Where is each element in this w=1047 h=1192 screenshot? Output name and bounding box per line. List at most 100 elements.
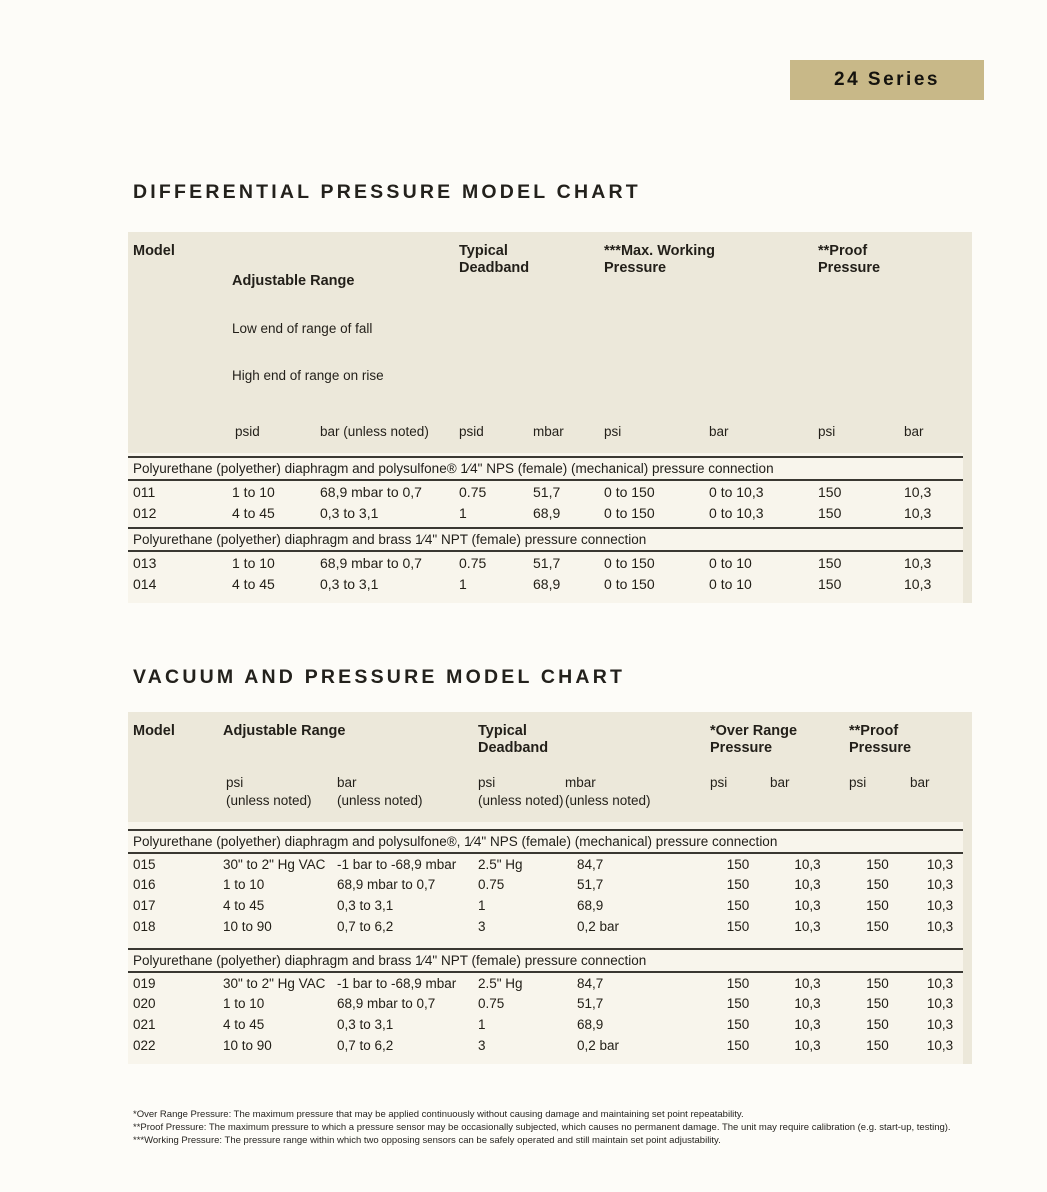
col-header-adjustable-range: Adjustable Range Low end of range of fal… — [232, 273, 384, 383]
unit-label: bar (unless noted) — [337, 775, 423, 808]
col-header-max-working-pressure: ***Max. Working Pressure — [604, 243, 715, 276]
unit-label: psi (unless noted) — [478, 775, 564, 808]
vacuum-pressure-table: Model Adjustable Range Typical Deadband … — [128, 712, 973, 1064]
col-header-adjustable-range: Adjustable Range — [223, 723, 346, 739]
table-header: Model Adjustable Range Typical Deadband … — [128, 712, 973, 822]
table-row: 017 4 to 45 0,3 to 3,1 1 68,9 150 10,3 1… — [128, 895, 972, 916]
cell: 0.75 — [478, 996, 505, 1011]
unit-label: psi (unless noted) — [226, 775, 312, 808]
cell: 150 — [866, 1017, 889, 1032]
cell: 10,3 — [794, 996, 821, 1011]
cell: 0.75 — [459, 483, 487, 500]
cell: 68,9 — [533, 576, 561, 592]
cell: 0,7 to 6,2 — [337, 919, 394, 934]
cell-model: 011 — [133, 483, 156, 500]
differential-pressure-table: Model Adjustable Range Low end of range … — [128, 232, 973, 603]
unit-label: psi — [604, 424, 622, 439]
cell: 1 — [459, 576, 467, 592]
footnotes: *Over Range Pressure: The maximum pressu… — [133, 1108, 973, 1147]
cell: 10,3 — [794, 919, 821, 934]
cell: 2.5" Hg — [478, 975, 523, 991]
series-badge: 24 Series — [790, 60, 984, 100]
cell: 10,3 — [794, 877, 821, 892]
cell: -1 bar to -68,9 mbar — [337, 975, 457, 991]
col-header-model: Model — [133, 243, 175, 259]
table-body: Polyurethane (polyether) diaphragm and p… — [128, 822, 973, 1064]
gap-row — [128, 937, 972, 949]
cell: 150 — [866, 919, 889, 934]
table-row: 022 10 to 90 0,7 to 6,2 3 0,2 bar 150 10… — [128, 1035, 972, 1056]
cell: 150 — [726, 856, 750, 872]
gap-row — [128, 595, 972, 603]
cell: 150 — [818, 483, 842, 500]
table-row: 013 1 to 10 68,9 mbar to 0,7 0.75 51,7 0… — [128, 551, 972, 573]
col-header-model: Model — [133, 723, 175, 739]
cell: 0 to 10,3 — [709, 483, 764, 500]
cell: 10,3 — [926, 898, 954, 913]
header-units-row: psid bar (unless noted) psid mbar psi ba… — [128, 414, 972, 453]
unit-label: bar (unless noted) — [320, 424, 429, 439]
right-margin-strip — [963, 347, 972, 603]
cell: 10,3 — [926, 1017, 954, 1032]
table-body: Polyurethane (polyether) diaphragm and p… — [128, 453, 973, 603]
cell: 68,9 — [533, 505, 561, 521]
cell: 68,9 — [577, 898, 604, 913]
table-row: 011 1 to 10 68,9 mbar to 0,7 0.75 51,7 0… — [128, 480, 972, 502]
unit-label: psi — [710, 775, 728, 790]
cell: 1 to 10 — [223, 996, 265, 1011]
table-header: Model Adjustable Range Low end of range … — [128, 232, 973, 453]
cell: 0,2 bar — [577, 1038, 620, 1053]
unit-label: bar — [910, 775, 930, 790]
cell: 10,3 — [926, 919, 954, 934]
cell: 1 — [459, 505, 467, 521]
table-row: 019 30" to 2" Hg VAC -1 bar to -68,9 mba… — [128, 972, 972, 993]
header-group-row: Model Adjustable Range Low end of range … — [128, 232, 972, 414]
cell: 0,3 to 3,1 — [337, 898, 394, 913]
cell: 1 to 10 — [223, 877, 265, 892]
cell: 51,7 — [533, 554, 561, 571]
group-header-label: Polyurethane (polyether) diaphragm and b… — [128, 527, 973, 552]
cell: 0 to 10,3 — [709, 505, 764, 521]
cell: 68,9 mbar to 0,7 — [337, 877, 436, 892]
unit-label: mbar — [533, 424, 564, 439]
cell-model: 017 — [133, 898, 156, 913]
cell: 150 — [866, 877, 889, 892]
cell: 4 to 45 — [223, 1017, 265, 1032]
cell: 84,7 — [577, 975, 604, 991]
cell: 10,3 — [926, 877, 954, 892]
group-header-row: Polyurethane (polyether) diaphragm and p… — [128, 829, 973, 854]
cell-model: 012 — [133, 505, 157, 521]
cell: 10,3 — [926, 975, 954, 991]
cell: 3 — [478, 1038, 486, 1053]
cell: 0 to 150 — [604, 554, 655, 571]
col-header-proof-pressure: **Proof Pressure — [849, 723, 912, 756]
header-group-row: Model Adjustable Range Typical Deadband … — [128, 712, 972, 774]
group-header-row: Polyurethane (polyether) diaphragm and b… — [128, 948, 973, 973]
cell-model: 015 — [133, 856, 156, 872]
cell: 0,3 to 3,1 — [337, 1017, 394, 1032]
unit-label: mbar (unless noted) — [565, 775, 651, 808]
cell: 30" to 2" Hg VAC — [223, 975, 326, 991]
col-header-proof-pressure: **Proof Pressure — [818, 243, 881, 276]
cell: 10,3 — [794, 856, 821, 872]
cell-model: 013 — [133, 554, 157, 571]
vacuum-chart-title: VACUUM AND PRESSURE MODEL CHART — [133, 666, 626, 688]
cell: 150 — [866, 898, 889, 913]
unit-label: psid — [235, 424, 260, 439]
right-margin-strip — [963, 822, 972, 1064]
differential-pressure-table-wrap: Model Adjustable Range Low end of range … — [128, 232, 973, 603]
cell-model: 018 — [133, 919, 156, 934]
unit-label: psid — [459, 424, 484, 439]
cell: 150 — [818, 505, 842, 521]
cell: 51,7 — [533, 483, 561, 500]
cell: 68,9 mbar to 0,7 — [320, 554, 422, 571]
cell: 150 — [726, 975, 750, 991]
cell: 84,7 — [577, 856, 604, 872]
cell-model: 019 — [133, 975, 156, 991]
cell: 0 to 150 — [604, 483, 655, 500]
cell-model: 020 — [133, 996, 156, 1011]
group-header-label: Polyurethane (polyether) diaphragm and p… — [128, 829, 973, 854]
cell: 10,3 — [794, 1017, 821, 1032]
cell-model: 022 — [133, 1038, 156, 1053]
cell: 10,3 — [926, 996, 954, 1011]
